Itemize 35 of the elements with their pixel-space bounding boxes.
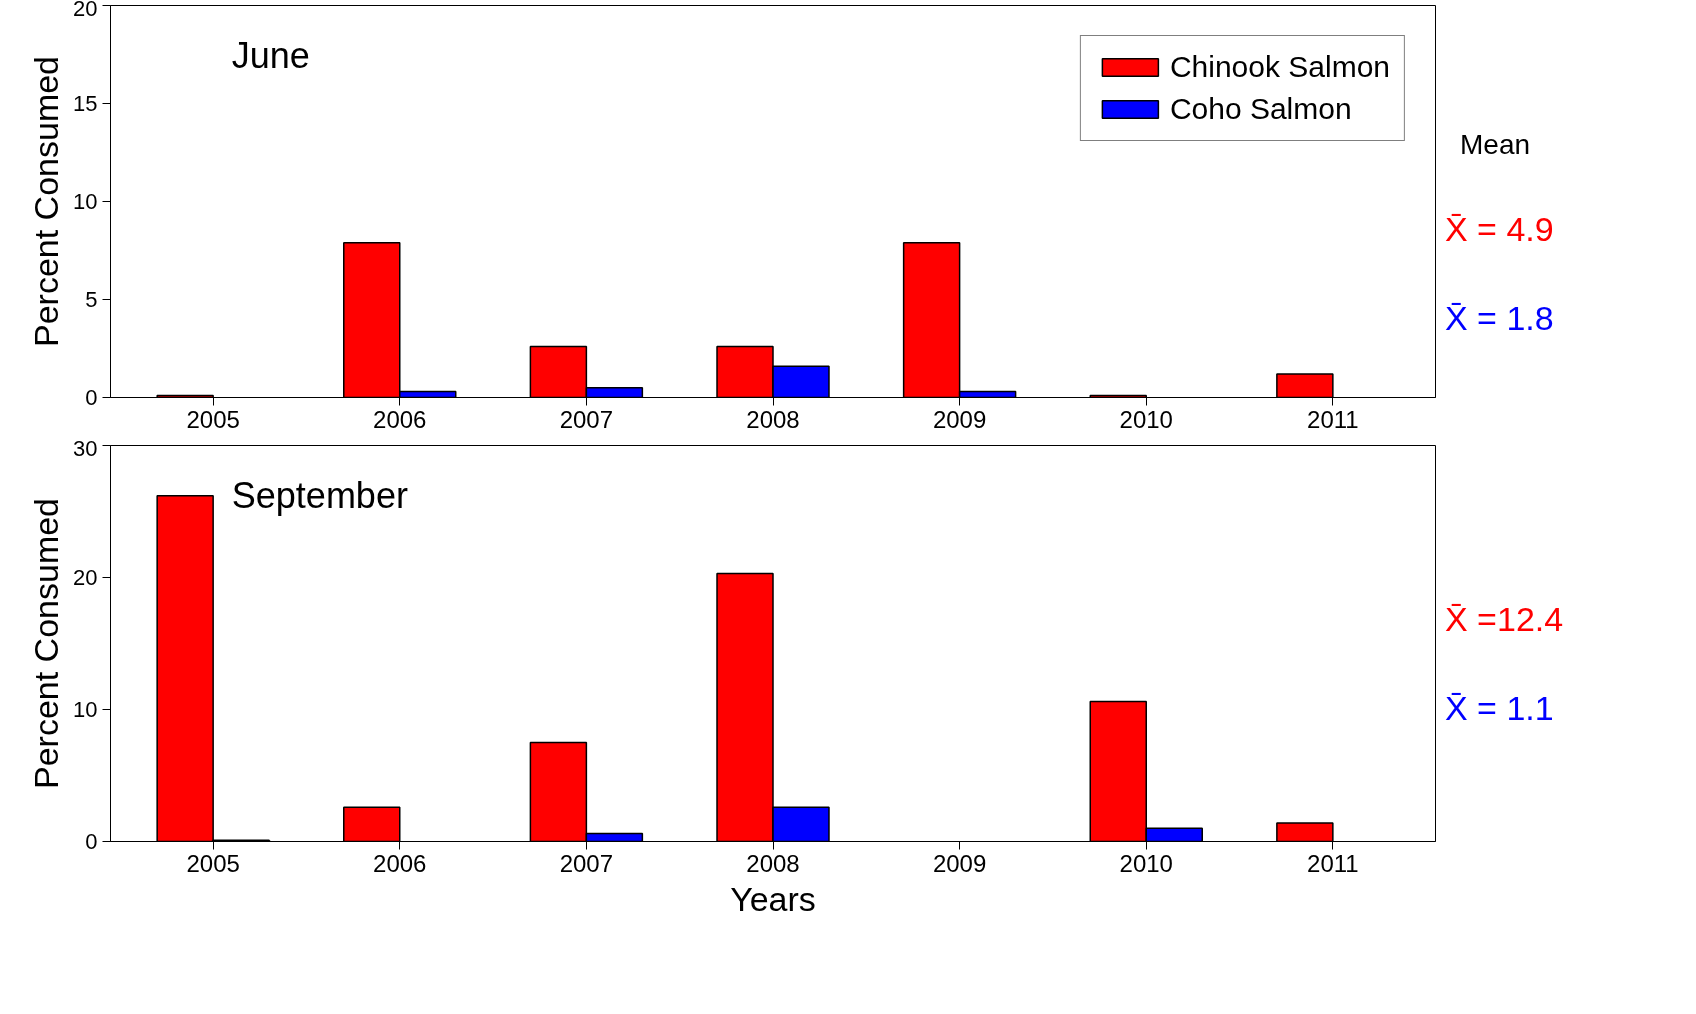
legend-label: Coho Salmon — [1169, 92, 1352, 126]
y-tick-label: 15 — [73, 91, 98, 116]
y-tick-label: 20 — [73, 0, 98, 21]
y-tick-label: 10 — [73, 189, 98, 214]
x-tick-label: 2007 — [559, 405, 614, 433]
text: Mean — [1460, 128, 1532, 162]
y-tick-label: 0 — [85, 829, 98, 854]
x-tick-label: 2008 — [746, 405, 800, 433]
x-tick-label: 2011 — [1307, 405, 1359, 433]
y-axis-title: Percent Consumed — [27, 55, 66, 348]
text: X̄ = 4.9 — [1445, 209, 1554, 250]
x-tick-label: 2010 — [1119, 405, 1173, 433]
x-tick-label: 2006 — [373, 405, 427, 433]
x-tick-label: 2007 — [559, 849, 614, 877]
y-tick-label: 30 — [73, 435, 98, 461]
x-tick-label: 2009 — [932, 849, 987, 877]
y-tick-label: 5 — [85, 287, 98, 312]
text: September — [231, 474, 408, 516]
text: X̄ = 1.8 — [1445, 297, 1554, 339]
x-tick-label: 2006 — [373, 849, 427, 877]
x-tick-label: 2005 — [186, 849, 240, 877]
text: June — [231, 34, 310, 76]
legend-label: Chinook Salmon — [1169, 50, 1390, 84]
y-tick-label: 0 — [85, 385, 98, 410]
y-tick-label: 10 — [73, 697, 98, 722]
x-tick-label: 2009 — [932, 405, 987, 433]
x-tick-label: 2005 — [186, 405, 240, 433]
text: X̄ = 1.1 — [1445, 687, 1555, 729]
y-tick-label: 20 — [73, 565, 98, 590]
text: X̄ =12.4 — [1445, 599, 1564, 640]
x-tick-label: 2008 — [746, 849, 800, 877]
x-tick-label: 2011 — [1307, 849, 1359, 877]
y-axis-title: Percent Consumed — [27, 497, 66, 790]
x-tick-label: 2010 — [1119, 849, 1173, 877]
x-axis-title: Years — [730, 879, 816, 918]
